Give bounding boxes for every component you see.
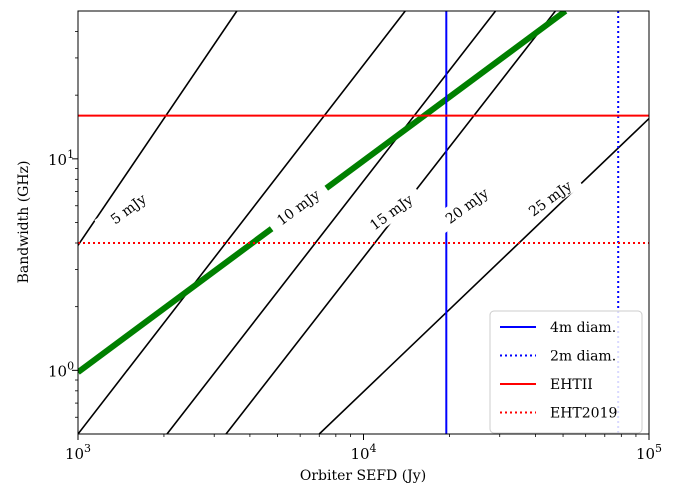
- y-tick-label: 101: [48, 148, 74, 169]
- legend-label: EHT2019: [550, 406, 617, 422]
- legend-box: [489, 310, 643, 434]
- x-tick-exponent: 5: [655, 442, 662, 455]
- contour-label-gap: [432, 176, 500, 234]
- x-tick-label: 104: [350, 442, 376, 463]
- x-tick-exponent: 3: [84, 442, 91, 455]
- x-axis-label: Orbiter SEFD (Jy): [300, 468, 426, 484]
- x-tick-exponent: 4: [370, 442, 377, 455]
- contour-line: [166, 11, 497, 434]
- contour-line: [78, 11, 238, 246]
- x-tick-label: 103: [65, 442, 91, 463]
- legend-label: 4m diam.: [550, 320, 616, 336]
- y-tick-exponent: 0: [67, 359, 74, 372]
- contour-label-group: 25 mJy: [516, 169, 583, 226]
- contour-line: [318, 117, 649, 434]
- y-tick-label: 100: [48, 359, 74, 380]
- contour-label-gap: [264, 178, 331, 235]
- contour-line: [78, 11, 406, 434]
- y-axis-label: Bandwidth (GHz): [16, 161, 32, 284]
- y-tick-base: 10: [48, 151, 67, 169]
- legend-label: 2m diam.: [550, 349, 616, 365]
- x-tick-base: 10: [350, 445, 369, 463]
- contour-label-gap: [357, 183, 424, 240]
- contour-label-group: 10 mJy: [264, 178, 331, 235]
- legend-label: EHTII: [550, 377, 593, 393]
- contour-label-gap: [516, 169, 583, 226]
- y-tick-base: 10: [48, 362, 67, 380]
- x-tick-base: 10: [636, 445, 655, 463]
- contour-label-group: 15 mJy: [357, 183, 424, 240]
- x-tick-label: 105: [636, 442, 662, 463]
- x-tick-base: 10: [65, 445, 84, 463]
- contour-label-group: 20 mJy: [432, 176, 500, 234]
- contour-label-group: 5 mJy: [94, 179, 161, 237]
- legend: 4m diam. 2m diam. EHTII EHT2019: [489, 310, 643, 434]
- contour-label-gap: [94, 179, 161, 237]
- y-tick-exponent: 1: [67, 148, 74, 161]
